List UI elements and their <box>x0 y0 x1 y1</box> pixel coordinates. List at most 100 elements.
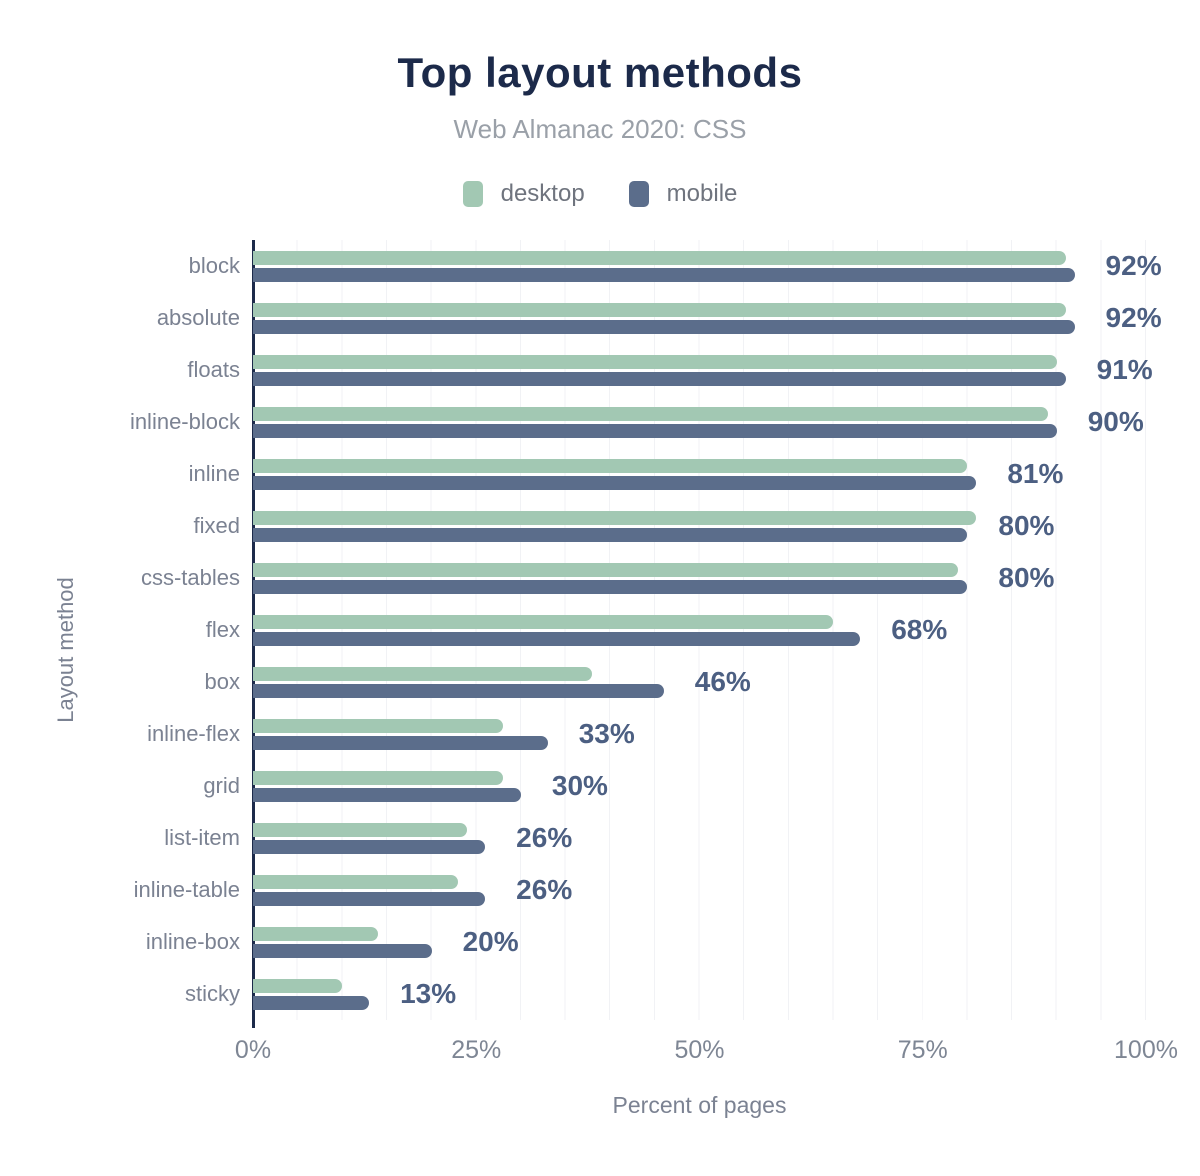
desktop-bar <box>253 302 1066 317</box>
category-label: fixed <box>193 513 240 538</box>
category-label: floats <box>187 357 240 382</box>
value-label: 80% <box>998 562 1055 593</box>
mobile-bar <box>253 995 370 1010</box>
bar-group <box>253 396 1146 448</box>
chart-row: inline-flex 33% <box>147 708 1146 760</box>
chart-row: sticky 13% <box>185 968 1146 1020</box>
chart-row: inline-box 20% <box>146 916 1146 968</box>
category-label: css-tables <box>140 565 240 590</box>
bar-group <box>253 240 1146 292</box>
x-tick-label: 100% <box>1114 1036 1178 1064</box>
value-label: 90% <box>1087 406 1144 437</box>
category-label: inline <box>188 461 240 486</box>
desktop-bar <box>253 510 977 525</box>
chart-row: inline-block 90% <box>130 396 1146 448</box>
mobile-bar <box>253 527 968 542</box>
legend-item-desktop: desktop <box>462 180 585 208</box>
bar-group <box>253 656 1146 708</box>
bar-group <box>253 344 1146 396</box>
value-label: 68% <box>891 614 948 645</box>
category-label: sticky <box>185 981 240 1006</box>
category-label: flex <box>205 617 240 642</box>
desktop-bar <box>253 874 459 889</box>
bar-group <box>253 604 1146 656</box>
desktop-swatch-icon <box>462 181 483 207</box>
mobile-bar <box>253 839 486 854</box>
desktop-bar <box>253 354 1057 369</box>
bar-group <box>253 812 1146 864</box>
y-axis-title: Layout method <box>53 577 78 723</box>
value-label: 20% <box>462 926 519 957</box>
mobile-bar <box>253 735 548 750</box>
mobile-bar <box>253 787 521 802</box>
legend: desktop mobile <box>0 180 1200 208</box>
bar-group <box>253 968 1146 1020</box>
legend-label-desktop: desktop <box>500 180 585 207</box>
mobile-swatch-icon <box>628 181 649 207</box>
category-label: inline-box <box>145 929 240 954</box>
legend-item-mobile: mobile <box>628 180 737 208</box>
mobile-bar <box>253 371 1066 386</box>
category-label: absolute <box>156 305 240 330</box>
mobile-bar <box>253 943 432 958</box>
value-label: 26% <box>516 874 573 905</box>
x-axis-ticks: 0% 25% 50% 75% 100% <box>235 1036 1178 1066</box>
value-label: 13% <box>400 978 457 1009</box>
desktop-bar <box>253 614 834 629</box>
category-label: inline-block <box>129 409 240 434</box>
mobile-bar <box>253 267 1075 282</box>
mobile-bar <box>253 891 486 906</box>
x-tick-label: 50% <box>674 1036 725 1064</box>
category-label: inline-table <box>133 877 240 902</box>
desktop-bar <box>253 822 468 837</box>
x-axis-title: Percent of pages <box>612 1092 787 1118</box>
desktop-bar <box>253 250 1066 265</box>
bar-group <box>253 292 1146 344</box>
x-tick-label: 0% <box>234 1036 272 1064</box>
value-label: 92% <box>1105 250 1162 281</box>
value-label: 33% <box>578 718 635 749</box>
category-label: list-item <box>164 825 240 850</box>
desktop-bar <box>253 978 343 993</box>
category-label: grid <box>203 773 240 798</box>
desktop-bar <box>253 458 968 473</box>
bar-group <box>253 500 1146 552</box>
value-label: 81% <box>1007 458 1064 489</box>
value-label: 92% <box>1105 302 1162 333</box>
value-label: 91% <box>1096 354 1153 385</box>
bar-group <box>253 708 1146 760</box>
plot-area: block 92% absolute 92% floats 91% inline-block… <box>130 240 1162 1028</box>
desktop-bar <box>253 770 504 785</box>
desktop-bar <box>253 926 379 941</box>
x-tick-label: 25% <box>451 1036 502 1064</box>
desktop-bar <box>253 666 593 681</box>
value-label: 26% <box>516 822 573 853</box>
chart-row: floats 91% <box>187 344 1153 396</box>
category-label: block <box>188 253 240 278</box>
chart-subtitle: Web Almanac 2020: CSS <box>453 114 747 144</box>
chart-row: flex 68% <box>206 604 1146 656</box>
mobile-bar <box>253 423 1057 438</box>
chart-row: fixed 80% <box>194 500 1146 552</box>
desktop-bar <box>253 562 959 577</box>
desktop-bar <box>253 718 504 733</box>
chart-area: Layout method block 92% absolute 92% floats 9… <box>0 240 1200 1176</box>
bar-group <box>253 760 1146 812</box>
chart-row: block 92% <box>189 240 1162 292</box>
bar-group <box>253 864 1146 916</box>
mobile-bar <box>253 579 968 594</box>
bar-group <box>253 552 1146 604</box>
chart-row: absolute 92% <box>157 292 1162 344</box>
bar-group <box>253 916 1146 968</box>
value-label: 30% <box>551 770 608 801</box>
chart-row: list-item 26% <box>164 812 1146 864</box>
x-tick-label: 75% <box>897 1036 948 1064</box>
mobile-bar <box>253 319 1075 334</box>
mobile-bar <box>253 683 664 698</box>
chart-row: box 46% <box>205 656 1146 708</box>
mobile-bar <box>253 631 861 646</box>
bar-group <box>253 448 1146 500</box>
chart-row: inline-table 26% <box>134 864 1146 916</box>
chart-row: grid 30% <box>203 760 1146 812</box>
